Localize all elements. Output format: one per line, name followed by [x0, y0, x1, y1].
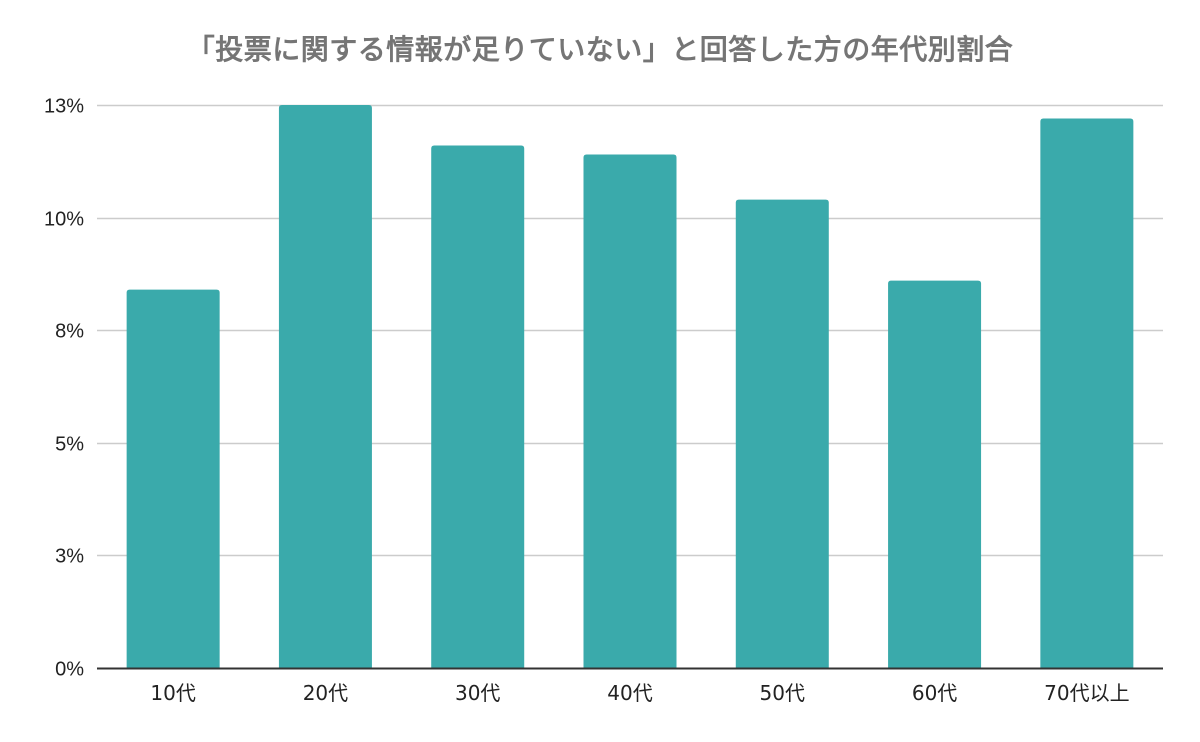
bar-1	[126, 289, 220, 668]
x-category-label: 30代	[455, 681, 500, 705]
chart-title: 「投票に関する情報が足りていない」と回答した方の年代別割合	[186, 33, 1014, 66]
bar-6	[888, 280, 982, 668]
x-category-label: 40代	[607, 681, 652, 705]
y-tick-label: 0%	[55, 659, 84, 681]
bar-2	[278, 105, 372, 668]
y-tick-label: 8%	[55, 321, 84, 343]
x-category-label: 60代	[912, 681, 957, 705]
y-tick-label: 13%	[44, 96, 84, 118]
y-axis-tick-labels: 0% 3% 5% 8% 10% 13%	[44, 96, 84, 681]
bar-3	[431, 145, 525, 668]
y-tick-label: 10%	[44, 209, 84, 231]
x-axis-category-labels: 10代 20代 30代 40代 50代 60代 70代以上	[150, 681, 1129, 705]
x-category-label: 20代	[303, 681, 348, 705]
y-tick-label: 3%	[55, 546, 84, 568]
bar-4	[583, 154, 677, 668]
bars	[126, 105, 1134, 669]
bar-7	[1040, 118, 1134, 668]
x-category-label: 50代	[760, 681, 805, 705]
x-category-label: 70代以上	[1044, 681, 1129, 705]
bar-5	[735, 199, 829, 669]
y-tick-label: 5%	[55, 434, 84, 456]
x-category-label: 10代	[150, 681, 195, 705]
